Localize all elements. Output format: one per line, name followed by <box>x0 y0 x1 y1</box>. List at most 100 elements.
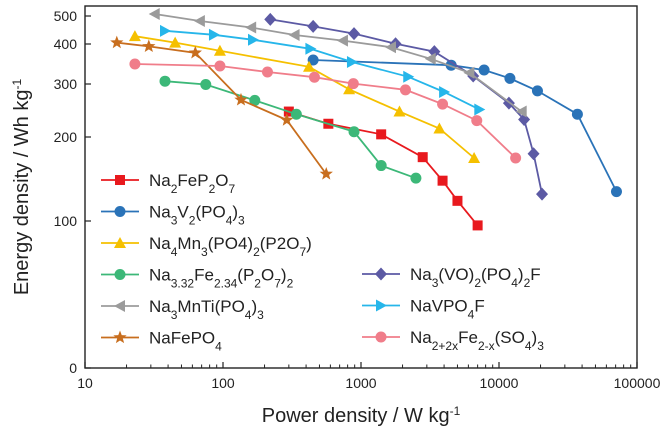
legend-swatch-marker <box>114 206 126 217</box>
data-point <box>234 92 248 106</box>
data-point <box>245 21 257 34</box>
y-tick-label: 300 <box>54 76 78 92</box>
data-point <box>536 187 549 201</box>
data-point <box>305 42 317 55</box>
x-tick-label: 10 <box>77 375 93 391</box>
x-tick-label: 100 <box>211 375 235 391</box>
data-point <box>439 85 451 98</box>
data-point <box>527 147 540 161</box>
x-tick-label: 100000 <box>614 375 661 391</box>
legend-label: Na3(VO)2(PO4)2F <box>410 265 541 290</box>
data-point <box>348 126 360 138</box>
data-point <box>319 166 333 180</box>
legend-label: NaVPO4F <box>410 297 485 322</box>
data-point <box>188 45 202 59</box>
data-point <box>347 78 359 90</box>
legend-label: Na4Mn3(PO4)2(P2O7) <box>149 234 312 259</box>
data-point <box>571 108 583 120</box>
series-line <box>116 41 327 175</box>
y-tick-label: 0 <box>69 360 77 376</box>
series-line <box>134 35 475 159</box>
legend-label: Na2+2xFe2-x(SO4)3 <box>410 328 544 353</box>
data-point <box>510 152 522 164</box>
y-tick-label: 500 <box>54 8 78 24</box>
legend-swatch-marker <box>114 300 125 312</box>
data-point <box>478 64 490 76</box>
legend-item: Na2+2xFe2-x(SO4)3 <box>362 328 544 353</box>
series-2 <box>128 30 481 163</box>
legend: Na2FeP2O7 Na3V2(PO4)3 Na4Mn3(PO4)2(P2O7) Na… <box>101 171 544 354</box>
data-point <box>518 113 531 127</box>
data-point <box>169 36 182 48</box>
legend-swatch-marker <box>376 299 387 312</box>
legend-item: NaVPO4F <box>362 297 485 322</box>
data-point <box>193 15 205 28</box>
legend-item: Na3V2(PO4)3 <box>101 203 245 228</box>
data-point <box>433 122 446 134</box>
data-point <box>437 175 448 186</box>
data-point <box>159 75 171 87</box>
legend-swatch-marker <box>114 269 126 280</box>
data-point <box>410 172 422 184</box>
series-line <box>164 29 480 111</box>
series-6 <box>160 24 486 116</box>
data-point <box>248 33 260 46</box>
data-point <box>128 30 141 42</box>
data-point <box>375 160 387 172</box>
data-point <box>129 58 141 70</box>
legend-swatch-marker <box>114 237 126 248</box>
data-point <box>249 94 261 106</box>
data-point <box>303 60 316 72</box>
data-point <box>348 27 361 41</box>
data-point <box>428 45 441 59</box>
series-line <box>270 18 543 195</box>
data-point <box>308 71 320 83</box>
data-point <box>393 105 406 117</box>
data-point <box>261 66 273 78</box>
legend-item: Na3.32Fe2.34(P2O7)2 <box>101 266 294 291</box>
data-point <box>468 152 481 163</box>
legend-label: Na3MnTi(PO4)3 <box>149 297 264 322</box>
series-3 <box>159 75 422 184</box>
data-point <box>290 108 302 120</box>
y-axis-title: Energy density / Wh kg-1 <box>10 79 33 296</box>
y-tick-label: 200 <box>54 129 78 145</box>
data-point <box>288 29 300 42</box>
data-point <box>463 66 475 79</box>
data-point <box>504 72 516 84</box>
x-axis-title: Power density / W kg-1 <box>262 404 461 427</box>
data-point <box>346 56 358 68</box>
data-point <box>437 98 449 110</box>
data-point <box>515 105 527 118</box>
legend-swatch-marker <box>113 330 127 344</box>
data-point <box>472 220 483 231</box>
data-point <box>376 129 387 140</box>
data-point <box>452 195 463 206</box>
legend-item: Na3(VO)2(PO4)2F <box>362 265 541 290</box>
data-point <box>160 24 172 37</box>
legend-label: NaFePO4 <box>149 329 222 354</box>
series-8 <box>129 58 522 164</box>
plot-frame <box>84 5 638 369</box>
legend-swatch-marker <box>375 331 387 343</box>
y-tick-label: 400 <box>54 36 78 52</box>
legend-item: Na2FeP2O7 <box>101 171 236 196</box>
data-point <box>610 186 622 198</box>
data-point <box>148 8 160 21</box>
data-point <box>343 83 356 95</box>
legend-swatch-marker <box>375 267 387 281</box>
data-point <box>200 79 212 91</box>
legend-label: Na3V2(PO4)3 <box>149 203 245 228</box>
series-5 <box>148 8 527 118</box>
data-point <box>208 28 220 41</box>
data-point <box>336 34 348 47</box>
legend-item: NaFePO4 <box>101 329 222 354</box>
legend-item: Na4Mn3(PO4)2(P2O7) <box>101 234 312 259</box>
x-tick-label: 10000 <box>480 375 519 391</box>
data-point <box>214 60 226 72</box>
series-layer <box>110 8 622 231</box>
y-tick-label: 100 <box>54 213 78 229</box>
legend-swatch-marker <box>115 175 125 185</box>
legend-item: Na3MnTi(PO4)3 <box>101 297 264 322</box>
